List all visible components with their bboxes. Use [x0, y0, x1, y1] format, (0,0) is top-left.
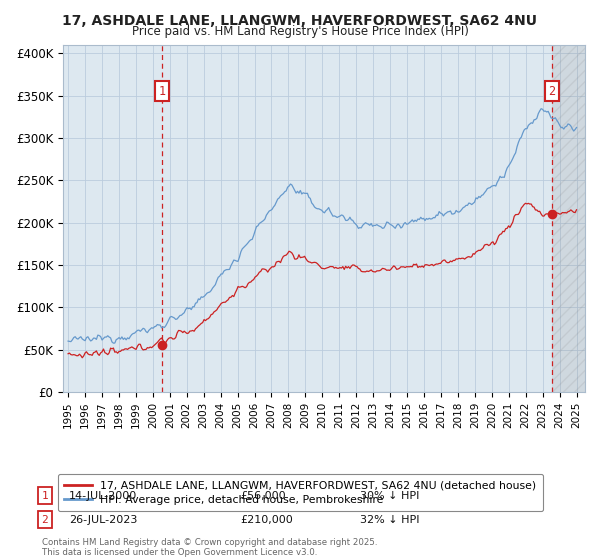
Text: Contains HM Land Registry data © Crown copyright and database right 2025.
This d: Contains HM Land Registry data © Crown c…: [42, 538, 377, 557]
Legend: 17, ASHDALE LANE, LLANGWM, HAVERFORDWEST, SA62 4NU (detached house), HPI: Averag: 17, ASHDALE LANE, LLANGWM, HAVERFORDWEST…: [58, 474, 543, 511]
Text: 32% ↓ HPI: 32% ↓ HPI: [360, 515, 419, 525]
Text: 1: 1: [158, 85, 166, 98]
Bar: [552, 45, 600, 392]
Text: 14-JUL-2000: 14-JUL-2000: [69, 491, 137, 501]
Text: 2: 2: [41, 515, 49, 525]
Text: 2: 2: [548, 85, 556, 98]
Text: 17, ASHDALE LANE, LLANGWM, HAVERFORDWEST, SA62 4NU: 17, ASHDALE LANE, LLANGWM, HAVERFORDWEST…: [62, 14, 538, 28]
Text: 1: 1: [41, 491, 49, 501]
Text: £210,000: £210,000: [240, 515, 293, 525]
Text: £56,000: £56,000: [240, 491, 286, 501]
Text: 30% ↓ HPI: 30% ↓ HPI: [360, 491, 419, 501]
Text: Price paid vs. HM Land Registry's House Price Index (HPI): Price paid vs. HM Land Registry's House …: [131, 25, 469, 38]
Text: 26-JUL-2023: 26-JUL-2023: [69, 515, 137, 525]
